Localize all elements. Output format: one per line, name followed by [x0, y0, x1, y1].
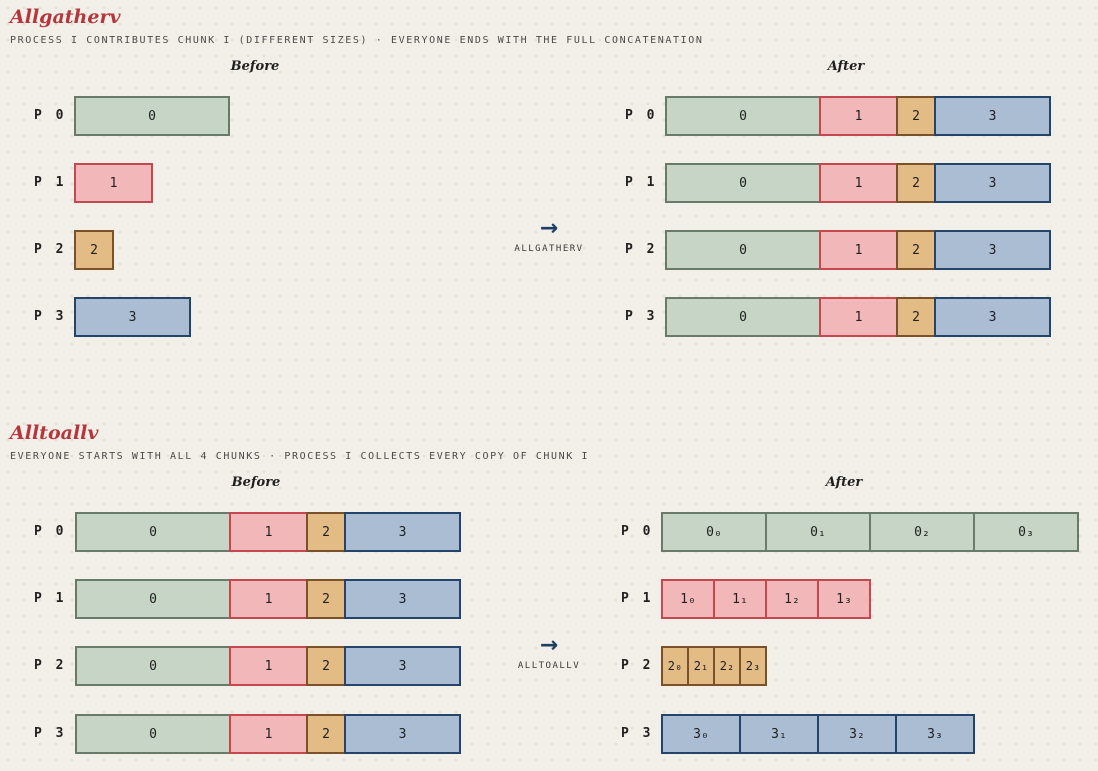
chunk-1: 1	[819, 297, 898, 337]
chunk-2-piece: 2₁	[687, 646, 715, 686]
after-heading: After	[825, 475, 863, 490]
buffer-row: 1₀ 1₁ 1₂ 1₃	[661, 579, 871, 619]
before-heading: Before	[231, 475, 281, 490]
process-label: P 0	[34, 524, 67, 539]
chunk-0: 0	[75, 512, 231, 552]
section-title: Alltoallv	[10, 422, 99, 444]
chunk-3: 3	[934, 96, 1051, 136]
chunk-1: 1	[819, 230, 898, 270]
chunk-1: 1	[229, 714, 308, 754]
process-label: P 3	[34, 309, 67, 324]
buffer-row: 3₀ 3₁ 3₂ 3₃	[661, 714, 975, 754]
right-arrow-icon: →	[539, 216, 559, 241]
chunk-2: 2	[306, 579, 346, 619]
buffer-row: 0 1 2 3	[665, 163, 1051, 203]
chunk-3: 3	[344, 512, 461, 552]
chunk-0-piece: 0₃	[973, 512, 1079, 552]
process-label: P 3	[621, 726, 654, 741]
chunk-2-piece: 2₃	[739, 646, 767, 686]
section-subtitle: EVERYONE STARTS WITH ALL 4 CHUNKS · PROC…	[10, 451, 590, 462]
buffer-row: 0₀ 0₁ 0₂ 0₃	[661, 512, 1079, 552]
process-label: P 0	[621, 524, 654, 539]
process-label: P 3	[34, 726, 67, 741]
chunk-3: 3	[344, 714, 461, 754]
buffer-row: 0	[74, 96, 230, 136]
right-arrow-icon: →	[539, 633, 559, 658]
chunk-0: 0	[75, 646, 231, 686]
chunk-2: 2	[896, 230, 936, 270]
operation-label: ALLGATHERV	[514, 244, 584, 254]
operation-indicator: → ALLTOALLV	[504, 633, 594, 672]
operation-indicator: → ALLGATHERV	[504, 216, 594, 255]
chunk-3: 3	[344, 646, 461, 686]
buffer-row: 3	[74, 297, 191, 337]
buffer-row: 0 1 2 3	[665, 96, 1051, 136]
chunk-1-piece: 1₁	[713, 579, 767, 619]
buffer-row: 0 1 2 3	[665, 230, 1051, 270]
chunk-0-piece: 0₂	[869, 512, 975, 552]
process-label: P 0	[625, 108, 658, 123]
before-heading: Before	[230, 59, 280, 74]
process-label: P 1	[625, 175, 658, 190]
chunk-1-piece: 1₂	[765, 579, 819, 619]
chunk-2: 2	[306, 646, 346, 686]
chunk-3: 3	[934, 297, 1051, 337]
process-label: P 1	[621, 591, 654, 606]
chunk-1: 1	[74, 163, 153, 203]
chunk-0: 0	[665, 297, 821, 337]
buffer-row: 1	[74, 163, 153, 203]
chunk-3-piece: 3₂	[817, 714, 897, 754]
chunk-2: 2	[896, 163, 936, 203]
chunk-0: 0	[665, 96, 821, 136]
buffer-row: 0 1 2 3	[75, 512, 461, 552]
chunk-0: 0	[665, 163, 821, 203]
after-heading: After	[827, 59, 865, 74]
chunk-2: 2	[306, 714, 346, 754]
buffer-row: 0 1 2 3	[75, 646, 461, 686]
buffer-row: 0 1 2 3	[75, 579, 461, 619]
chunk-0: 0	[75, 714, 231, 754]
chunk-3: 3	[74, 297, 191, 337]
buffer-row: 2	[74, 230, 114, 270]
chunk-1: 1	[229, 579, 308, 619]
section-title: Allgatherv	[10, 6, 121, 28]
operation-label: ALLTOALLV	[517, 661, 581, 671]
process-label: P 0	[34, 108, 67, 123]
buffer-row: 0 1 2 3	[665, 297, 1051, 337]
chunk-2: 2	[306, 512, 346, 552]
process-label: P 2	[625, 242, 658, 257]
chunk-0-piece: 0₀	[661, 512, 767, 552]
chunk-0: 0	[665, 230, 821, 270]
chunk-1: 1	[819, 163, 898, 203]
chunk-0: 0	[74, 96, 230, 136]
chunk-2-piece: 2₀	[661, 646, 689, 686]
process-label: P 1	[34, 175, 67, 190]
buffer-row: 0 1 2 3	[75, 714, 461, 754]
chunk-0-piece: 0₁	[765, 512, 871, 552]
chunk-1: 1	[229, 512, 308, 552]
process-label: P 1	[34, 591, 67, 606]
chunk-1-piece: 1₀	[661, 579, 715, 619]
chunk-3: 3	[934, 230, 1051, 270]
process-label: P 2	[621, 658, 654, 673]
chunk-0: 0	[75, 579, 231, 619]
chunk-2: 2	[74, 230, 114, 270]
chunk-2: 2	[896, 297, 936, 337]
process-label: P 3	[625, 309, 658, 324]
chunk-3: 3	[344, 579, 461, 619]
buffer-row: 2₀ 2₁ 2₂ 2₃	[661, 646, 767, 686]
chunk-3: 3	[934, 163, 1051, 203]
chunk-1-piece: 1₃	[817, 579, 871, 619]
process-label: P 2	[34, 658, 67, 673]
chunk-2-piece: 2₂	[713, 646, 741, 686]
process-label: P 2	[34, 242, 67, 257]
chunk-3-piece: 3₃	[895, 714, 975, 754]
chunk-1: 1	[819, 96, 898, 136]
chunk-2: 2	[896, 96, 936, 136]
chunk-3-piece: 3₁	[739, 714, 819, 754]
section-subtitle: PROCESS I CONTRIBUTES CHUNK I (DIFFERENT…	[10, 35, 704, 46]
chunk-3-piece: 3₀	[661, 714, 741, 754]
chunk-1: 1	[229, 646, 308, 686]
